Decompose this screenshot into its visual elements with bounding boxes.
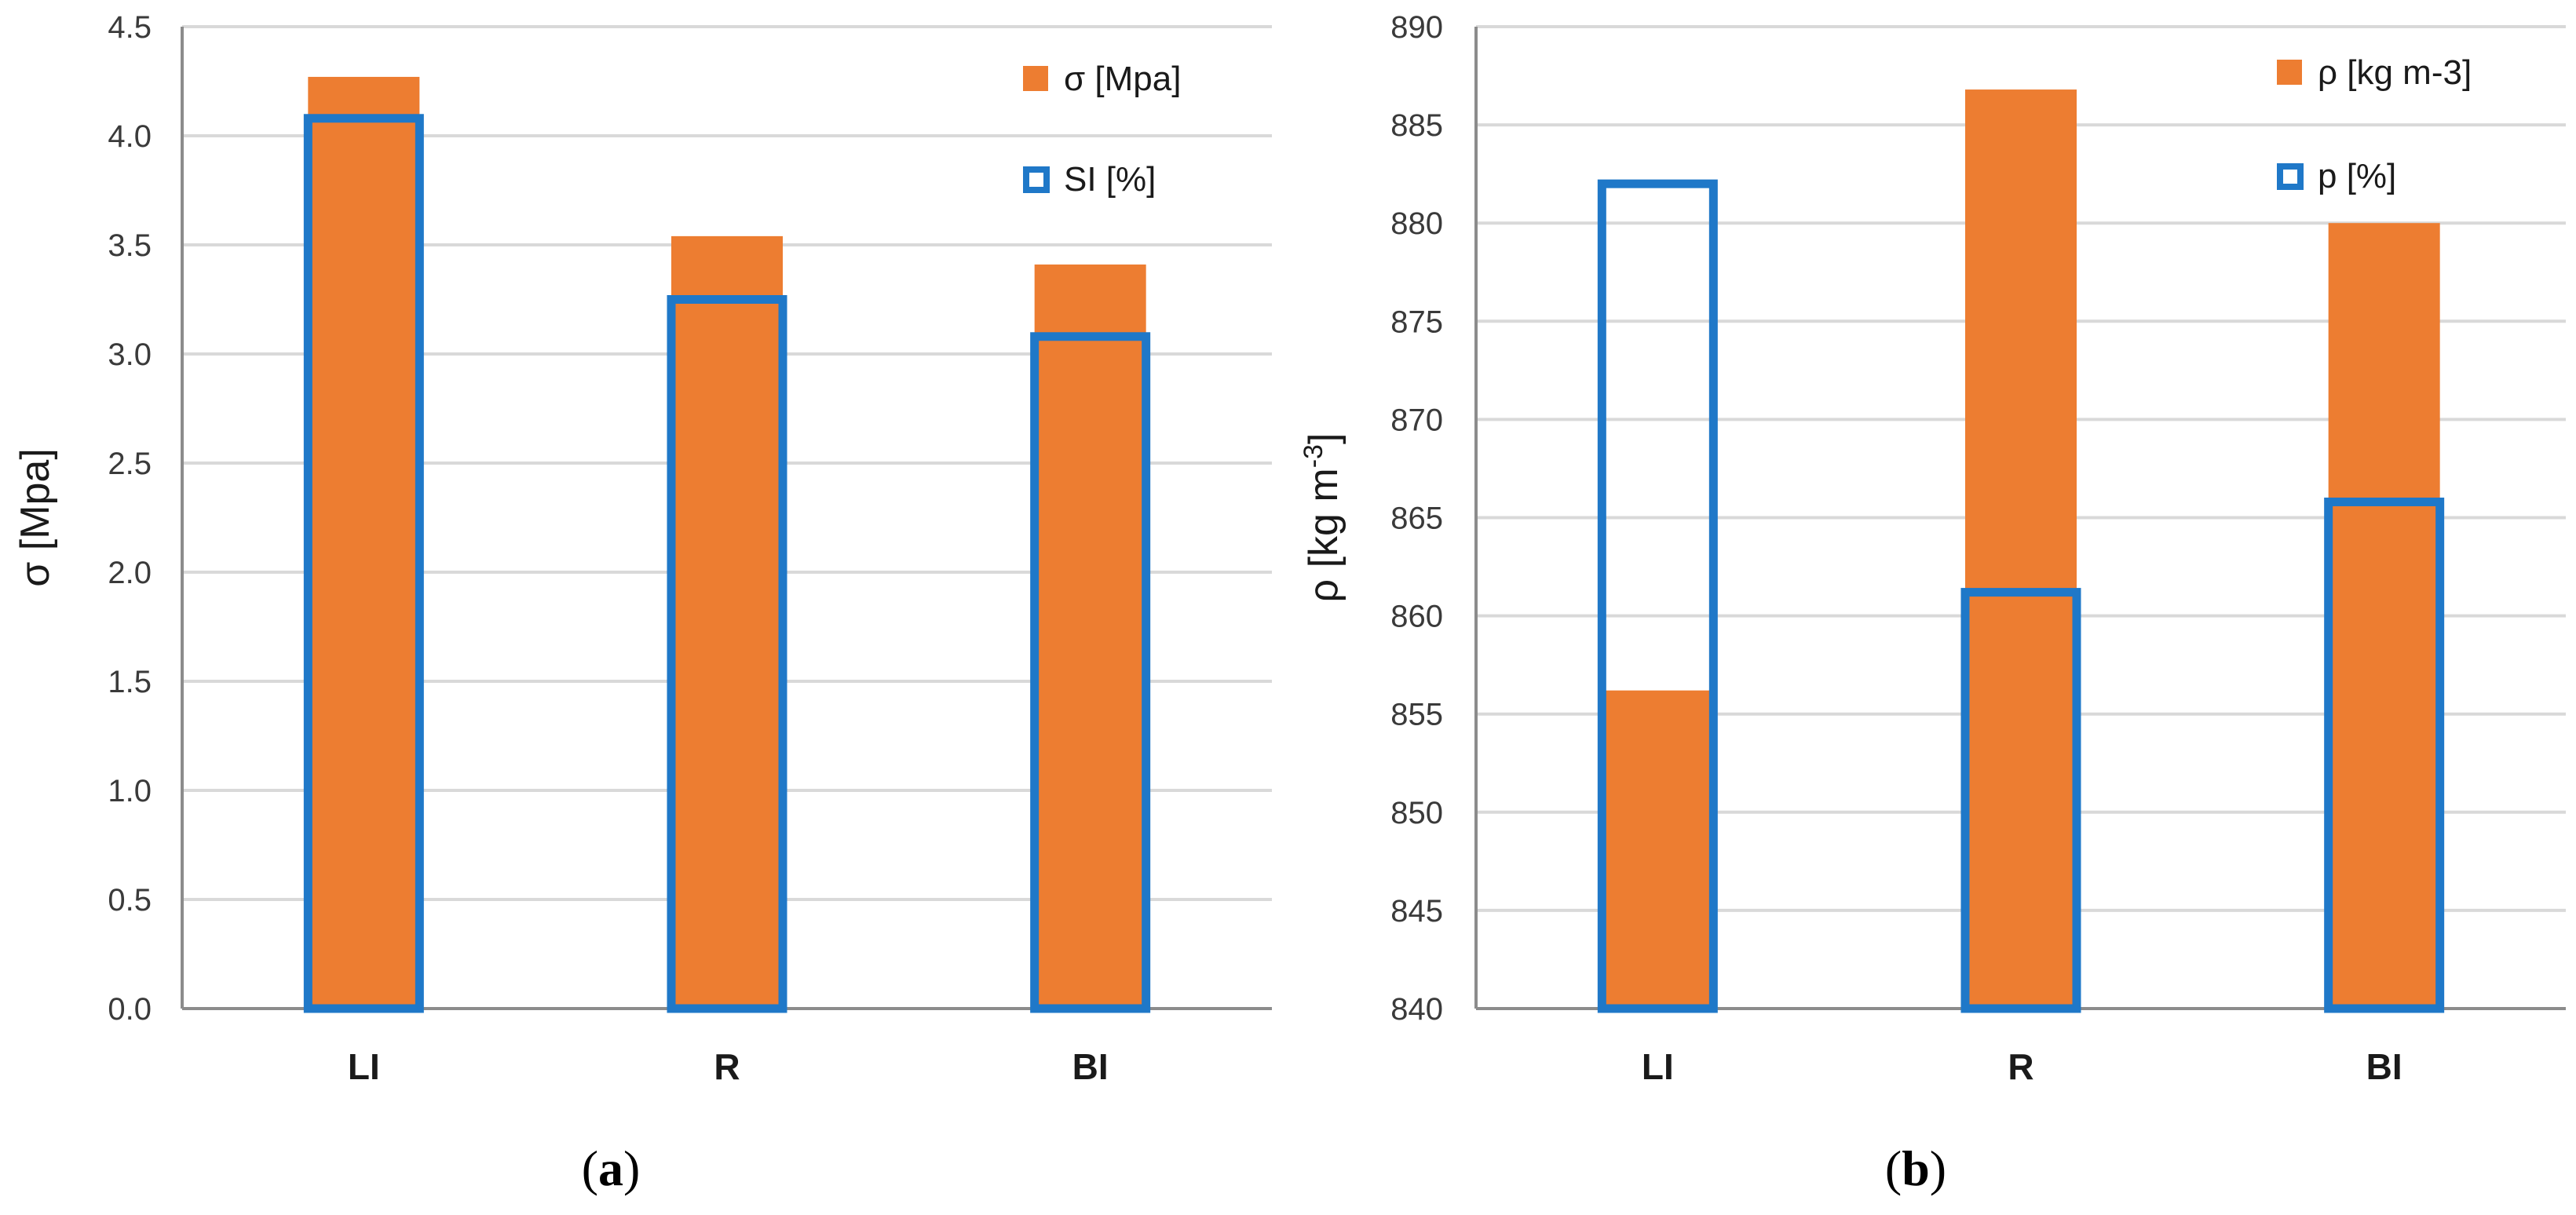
x-category-label: R (2008, 1046, 2033, 1087)
panel-b: 840 845 850 855 860 865 870 875 880 885 890 LI R BI ρ … (1299, 10, 2566, 1196)
y-tick-label: 0.5 (108, 883, 152, 918)
x-category-label: BI (1072, 1046, 1109, 1087)
y-tick-label: 885 (1390, 108, 1443, 143)
y-tick-label: 865 (1390, 502, 1443, 536)
x-category-label: LI (348, 1046, 380, 1087)
legend-label-filled: σ [Mpa] (1064, 60, 1181, 98)
y-tick-label: 850 (1390, 796, 1443, 830)
y-tick-label: 2.5 (108, 447, 152, 481)
y-tick-label: 855 (1390, 698, 1443, 732)
y-tick-label: 4.0 (108, 119, 152, 154)
legend-swatch-filled (1023, 66, 1048, 91)
y-tick-label: 1.0 (108, 774, 152, 808)
x-category-label: R (714, 1046, 740, 1087)
y-tick-label: 860 (1390, 600, 1443, 634)
y-tick-label: 3.0 (108, 338, 152, 372)
y-axis-title: ρ [kg m-3] (1299, 433, 1346, 603)
bar-li-outline (1597, 179, 1718, 1013)
bar-r-filled (1965, 89, 2077, 1009)
legend-swatch-outline (1023, 166, 1050, 193)
y-tick-label: 1.5 (108, 665, 152, 699)
y-tick-label: 840 (1390, 992, 1443, 1027)
panel-caption: (b) (1885, 1140, 1946, 1196)
bar-li-filled (1602, 690, 1714, 1009)
panel-caption: (a) (582, 1140, 641, 1196)
legend-swatch-filled (2277, 60, 2302, 85)
bar-bi-filled (2328, 223, 2440, 1009)
bar-r-outline (1960, 588, 2081, 1013)
y-axis-title: σ [Mpa] (13, 448, 58, 587)
y-tick-label: 3.5 (108, 228, 152, 263)
bar-li-outline (303, 114, 424, 1013)
x-category-label: LI (1642, 1046, 1674, 1087)
y-tick-label: 880 (1390, 206, 1443, 241)
bar-bi-filled (1034, 265, 1146, 1009)
bar-li-filled (308, 76, 420, 1009)
y-tick-label: 875 (1390, 305, 1443, 339)
legend-label-filled: ρ [kg m-3] (2318, 53, 2472, 92)
y-tick-label: 0.0 (108, 992, 152, 1027)
legend-swatch-outline (2277, 163, 2304, 190)
y-tick-label: 2.0 (108, 556, 152, 590)
legend-label-outline: p [%] (2318, 157, 2396, 195)
legend-label-outline: SI [%] (1064, 160, 1156, 199)
y-tick-label: 4.5 (108, 10, 152, 45)
x-category-label: BI (2366, 1046, 2402, 1087)
y-tick-label: 845 (1390, 894, 1443, 929)
y-tick-label: 870 (1390, 403, 1443, 437)
bar-bi-outline (2324, 497, 2445, 1013)
bar-r-filled (671, 235, 783, 1009)
bar-bi-outline (1030, 332, 1151, 1013)
bar-r-outline (667, 295, 787, 1013)
y-tick-label: 890 (1390, 10, 1443, 45)
panel-a: 0.0 0.5 1.0 1.5 2.0 2.5 3.0 3.5 4.0 4.5 LI R BI σ [Mp… (13, 10, 1272, 1196)
